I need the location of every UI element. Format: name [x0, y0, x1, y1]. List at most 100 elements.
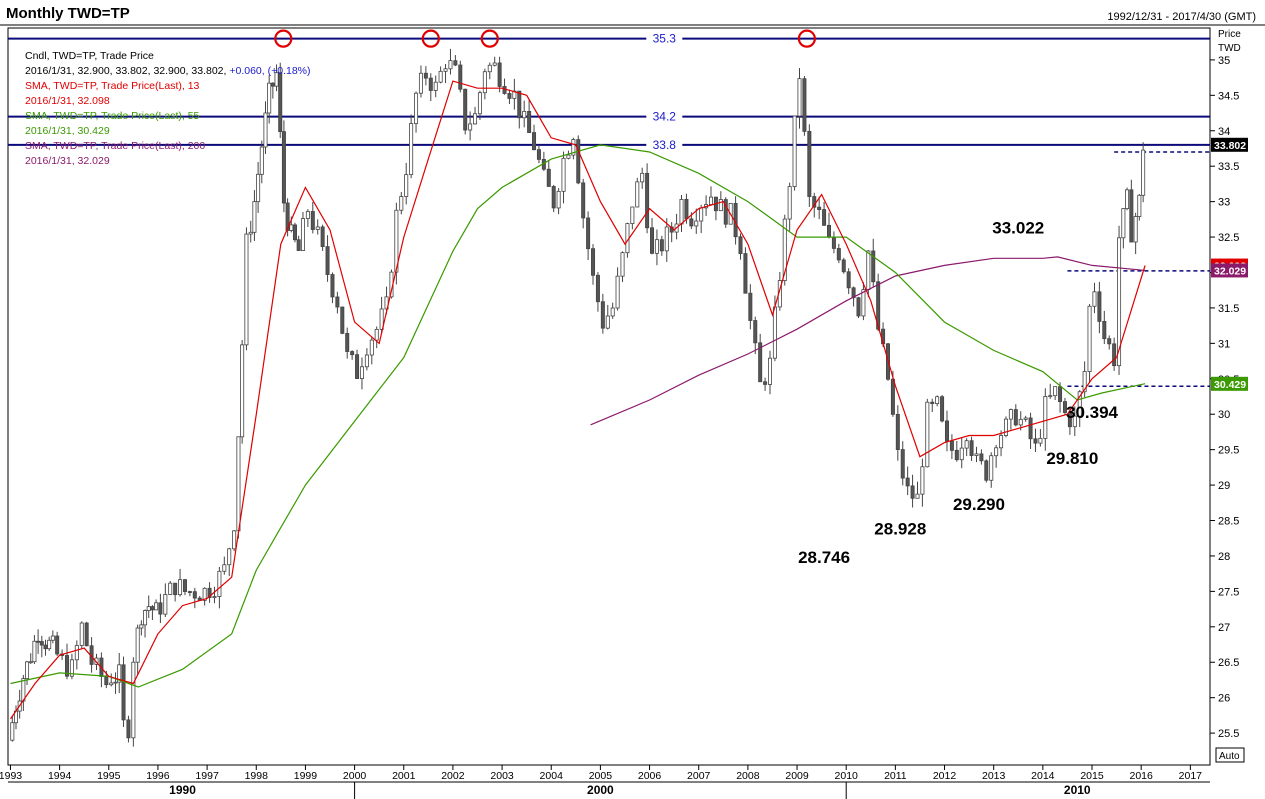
candle — [507, 89, 512, 104]
candle — [1033, 428, 1038, 452]
resistance-label-bg — [646, 137, 683, 152]
candle — [369, 337, 374, 365]
candle — [399, 192, 404, 215]
candle — [468, 111, 473, 141]
candle — [871, 238, 876, 287]
candle — [822, 201, 827, 226]
legend-text: 2016/1/31, 30.429 — [25, 125, 110, 137]
candle — [748, 284, 753, 330]
candle — [350, 350, 355, 360]
candle — [571, 137, 576, 160]
x-tick-label: 2005 — [589, 770, 613, 782]
candle — [1137, 194, 1142, 221]
candle — [109, 673, 114, 687]
sma-55-line — [10, 144, 1146, 688]
price-tag — [1211, 376, 1248, 391]
candle — [512, 78, 517, 110]
x-tick-label: 2017 — [1179, 770, 1203, 782]
y-tick-label: 29 — [1218, 480, 1230, 492]
candle — [817, 196, 822, 220]
candle — [315, 219, 320, 235]
candle — [1112, 337, 1117, 371]
candle — [438, 66, 443, 84]
candle — [84, 621, 89, 647]
y-tick-label: 27 — [1218, 622, 1230, 634]
resistance-label: 33.8 — [653, 138, 677, 152]
legend-change: +0.060, (+0.18%) — [229, 65, 310, 77]
era-label: 2010 — [1064, 783, 1091, 797]
sma-13-line — [10, 80, 1146, 720]
candle — [482, 68, 487, 100]
x-tick-label: 2014 — [1031, 770, 1055, 782]
legend-text: SMA, TWD=TP, Trade Price(Last), 55 — [25, 110, 200, 122]
candle — [876, 273, 881, 332]
auto-button[interactable] — [1215, 747, 1245, 763]
legend-text: SMA, TWD=TP, Trade Price(Last), 13 — [25, 80, 200, 92]
candle — [10, 715, 15, 742]
candle — [28, 653, 33, 664]
candle — [949, 434, 954, 459]
candle — [920, 458, 925, 507]
candle — [541, 151, 546, 172]
y-tick-label: 25.5 — [1218, 728, 1239, 740]
x-tick-label: 2002 — [441, 770, 465, 782]
candle — [1087, 303, 1092, 383]
candle — [600, 293, 605, 334]
legend-text: Cndl, TWD=TP, Trade Price — [25, 50, 154, 62]
candle — [723, 197, 728, 228]
candle — [292, 222, 297, 243]
candle — [915, 481, 920, 499]
candle — [274, 64, 279, 92]
y-tick-label: 34.5 — [1218, 90, 1239, 102]
candle — [374, 326, 379, 349]
y-tick-label: 28.5 — [1218, 516, 1239, 528]
candle — [256, 161, 261, 213]
y-tick-label: 26 — [1218, 693, 1230, 705]
candle — [605, 304, 610, 330]
candle — [1003, 416, 1008, 438]
candle — [192, 587, 197, 609]
x-tick-label: 2004 — [540, 770, 564, 782]
candle — [713, 196, 718, 221]
x-tick-label: 2001 — [392, 770, 416, 782]
candle — [576, 135, 581, 185]
y-tick-label: 30 — [1218, 409, 1230, 421]
legend-line: SMA, TWD=TP, Trade Price(Last), 13 — [25, 80, 200, 92]
legend-line: 2016/1/31, 30.429 — [25, 125, 110, 137]
candle — [1097, 281, 1102, 334]
candle — [974, 446, 979, 463]
candle — [502, 78, 507, 95]
candle — [267, 75, 272, 124]
legend-text: SMA, TWD=TP, Trade Price(Last), 200 — [25, 140, 205, 152]
candle — [285, 198, 290, 237]
candle — [458, 60, 463, 93]
candle — [1067, 408, 1072, 435]
x-tick-label: 2009 — [785, 770, 809, 782]
candle — [610, 302, 615, 319]
x-tick-label: 2011 — [884, 770, 907, 782]
candle — [25, 660, 30, 685]
y-tick-label: 33 — [1218, 197, 1230, 209]
candle — [79, 621, 84, 649]
candle — [581, 178, 586, 229]
candle — [240, 340, 245, 444]
candle — [1008, 408, 1013, 430]
candle — [664, 218, 669, 262]
x-tick-label: 2012 — [933, 770, 957, 782]
candle — [1058, 382, 1063, 413]
candle — [984, 459, 989, 483]
candle — [139, 620, 144, 636]
candle — [910, 474, 915, 508]
candle — [615, 267, 620, 311]
candle — [826, 212, 831, 239]
legend-line: Cndl, TWD=TP, Trade Price — [25, 50, 154, 62]
candle — [270, 82, 275, 99]
price-tag-label: 30.429 — [1214, 379, 1246, 391]
candle — [654, 229, 659, 266]
candle — [1082, 361, 1087, 398]
candle — [355, 349, 360, 379]
candle — [158, 593, 163, 624]
candle — [300, 212, 305, 251]
support-annotation: 33.022 — [992, 219, 1044, 238]
candle — [423, 66, 428, 86]
